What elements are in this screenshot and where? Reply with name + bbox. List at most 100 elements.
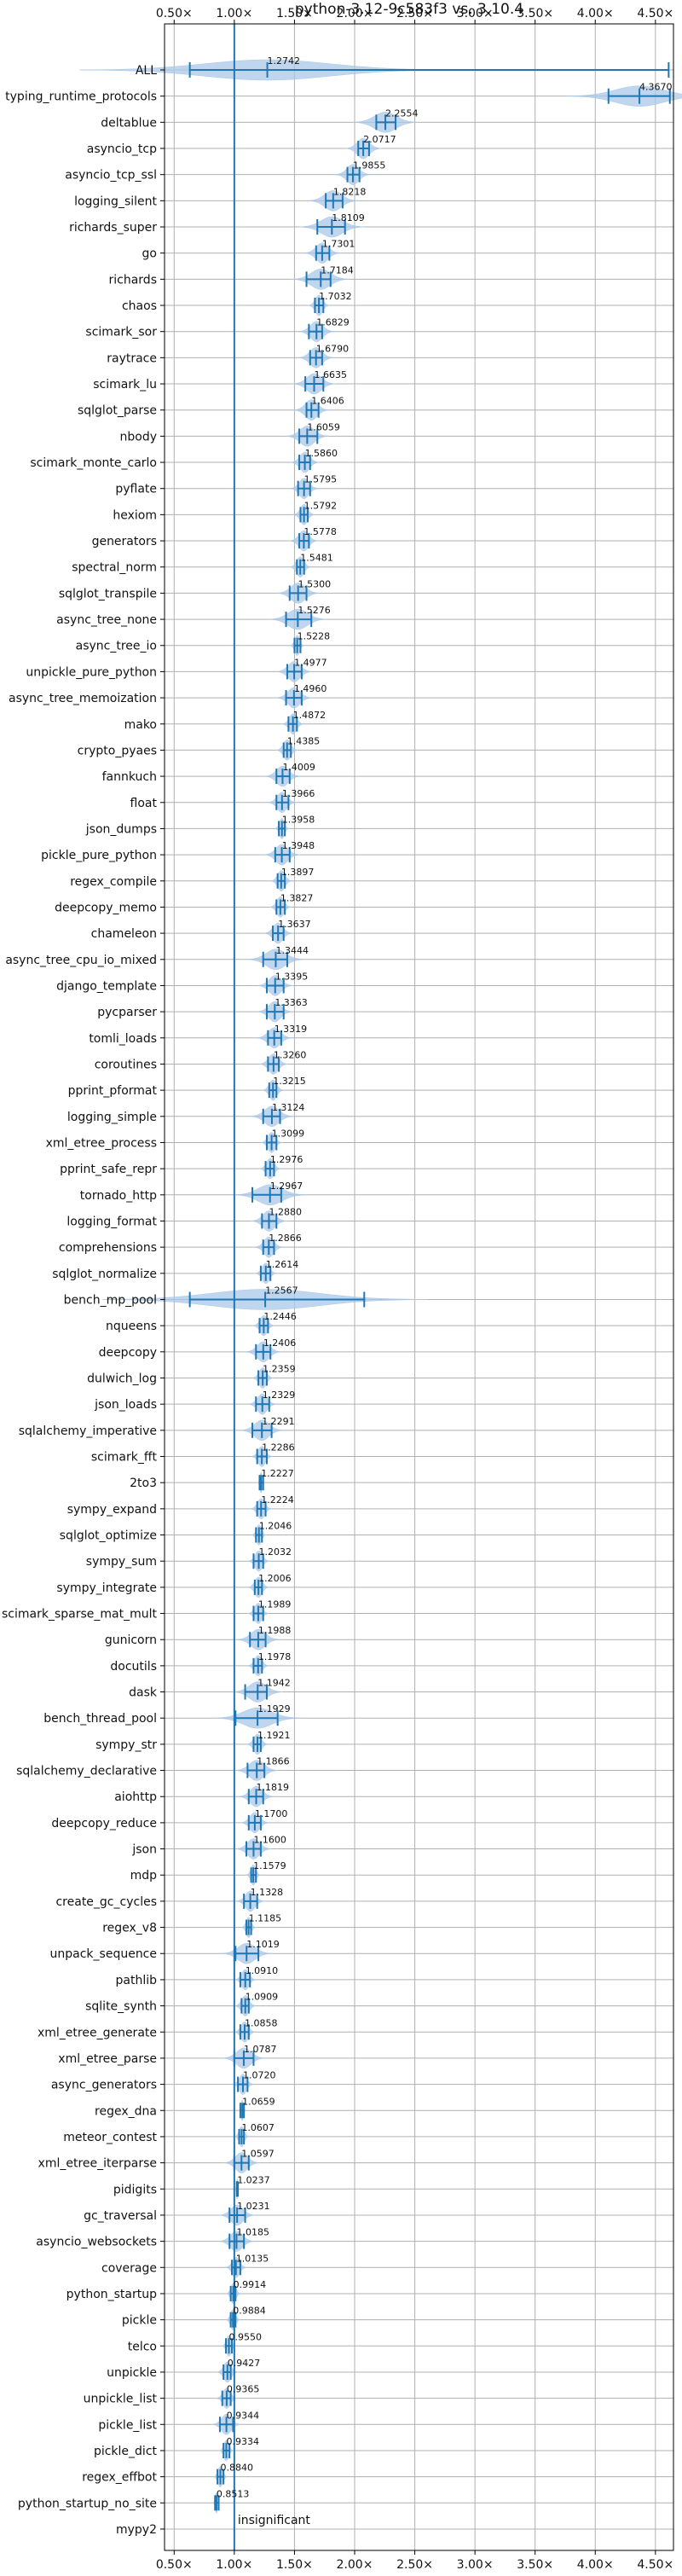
plot-frame xyxy=(164,23,674,2551)
category-label: sqlalchemy_declarative xyxy=(16,1765,157,1778)
value-label: 1.6059 xyxy=(307,421,340,432)
value-label: 1.3948 xyxy=(282,840,315,851)
value-label: 1.2866 xyxy=(269,1233,302,1244)
category-label: hexiom xyxy=(113,508,157,522)
violins xyxy=(79,59,682,2514)
value-label: 1.7301 xyxy=(322,239,355,250)
value-label: 1.2614 xyxy=(266,1259,299,1270)
category-label: sqlite_synth xyxy=(85,2000,157,2014)
category-label: scimark_sparse_mat_mult xyxy=(2,1608,157,1622)
category-label: mako xyxy=(124,718,157,732)
value-label: 1.1600 xyxy=(253,1835,286,1846)
value-label: 1.5276 xyxy=(298,605,331,616)
value-label: 0.9334 xyxy=(226,2436,259,2447)
value-label: 1.2976 xyxy=(270,1154,303,1165)
category-label: sqlglot_parse xyxy=(78,404,157,418)
category-label: async_tree_io xyxy=(76,640,157,653)
category-label: async_generators xyxy=(51,2079,157,2092)
category-label: gc_traversal xyxy=(84,2209,157,2223)
value-label: 1.2006 xyxy=(258,1573,292,1584)
category-label: async_tree_cpu_io_mixed xyxy=(5,954,157,967)
category-labels: ALL typing_runtime_protocols deltablue asyn… xyxy=(2,64,158,2537)
x-tick-label-top: 2.00× xyxy=(337,7,373,20)
category-label: unpickle_pure_python xyxy=(26,665,157,679)
category-label: pprint_pformat xyxy=(68,1084,158,1098)
value-label: 1.1700 xyxy=(255,1808,288,1819)
x-tick-label-bottom: 3.50× xyxy=(517,2558,553,2572)
category-label: deepcopy xyxy=(99,1346,157,1360)
value-label: 1.0597 xyxy=(241,2149,275,2160)
category-label: nqueens xyxy=(106,1320,157,1333)
value-label: 1.2227 xyxy=(261,1468,294,1479)
category-label: fannkuch xyxy=(102,770,157,784)
category-label: sqlglot_optimize xyxy=(60,1529,157,1543)
category-label: json_dumps xyxy=(85,822,157,836)
value-label: 1.9855 xyxy=(353,160,386,171)
value-label: 1.0659 xyxy=(242,2096,275,2107)
x-tick-label-top: 1.50× xyxy=(276,7,313,20)
category-label: go xyxy=(142,247,157,261)
category-label: pickle xyxy=(122,2314,157,2328)
category-label: unpack_sequence xyxy=(50,1947,157,1961)
category-label: richards xyxy=(109,273,158,287)
category-label: tornado_http xyxy=(80,1189,157,1203)
value-label: 1.2046 xyxy=(259,1521,292,1532)
category-label: python_startup xyxy=(66,2288,157,2301)
category-label: spectral_norm xyxy=(72,561,157,575)
value-label: 1.2446 xyxy=(263,1311,297,1322)
value-label: 1.1921 xyxy=(257,1730,291,1741)
category-label: unpickle xyxy=(107,2366,157,2380)
value-label: 1.4960 xyxy=(294,683,327,694)
category-label: typing_runtime_protocols xyxy=(5,90,157,104)
category-label: pickle_dict xyxy=(94,2445,158,2458)
value-label: 1.1988 xyxy=(258,1625,292,1636)
category-label: logging_simple xyxy=(67,1111,157,1124)
value-label: 1.3363 xyxy=(275,997,308,1008)
value-label: 1.0135 xyxy=(236,2253,269,2264)
value-label: 1.1185 xyxy=(249,1913,282,1924)
value-label: 1.0910 xyxy=(246,1965,279,1976)
value-label: 0.9427 xyxy=(228,2358,261,2369)
value-label: 1.3395 xyxy=(275,971,309,982)
value-label: 1.1866 xyxy=(257,1756,290,1767)
category-label: json_loads xyxy=(94,1398,157,1412)
category-label: pycparser xyxy=(97,1006,157,1019)
value-label: 1.3958 xyxy=(282,814,315,825)
x-tick-label-top: 3.00× xyxy=(457,7,494,20)
x-tick-label-top: 0.50× xyxy=(156,7,193,20)
x-tick-label-bottom: 2.50× xyxy=(396,2558,433,2572)
category-label: sqlalchemy_imperative xyxy=(19,1424,157,1438)
category-label: bench_thread_pool xyxy=(43,1712,157,1726)
category-label: scimark_fft xyxy=(91,1451,158,1465)
value-label: 1.0607 xyxy=(241,2122,275,2133)
value-label: 4.3670 xyxy=(639,82,673,93)
value-label: 2.0717 xyxy=(363,134,396,145)
x-tick-label-bottom: 4.50× xyxy=(637,2558,673,2572)
category-label: pickle_pure_python xyxy=(41,849,157,862)
value-label: 1.1579 xyxy=(253,1860,286,1871)
value-label: 1.3099 xyxy=(272,1128,305,1139)
value-label: 2.2554 xyxy=(385,107,419,119)
category-label: asyncio_tcp xyxy=(87,142,157,156)
category-label: sympy_integrate xyxy=(56,1581,157,1595)
value-label: 1.0231 xyxy=(237,2201,270,2212)
value-label: 1.5228 xyxy=(298,631,331,642)
value-labels: 1.2742 4.3670 2.2554 2.0717 1.9855 1.8218 1.81… xyxy=(217,55,673,2499)
value-label: 1.8109 xyxy=(332,212,365,223)
value-label: 0.9365 xyxy=(227,2384,260,2395)
value-label: 1.2567 xyxy=(265,1285,298,1296)
x-tick-label-top: 3.50× xyxy=(517,7,553,20)
category-label: deltablue xyxy=(101,116,157,130)
category-label: sympy_expand xyxy=(67,1503,157,1517)
category-label: crypto_pyaes xyxy=(78,744,157,757)
value-label: 1.4385 xyxy=(287,735,321,746)
value-label: 0.9884 xyxy=(233,2306,266,2317)
category-label: xml_etree_iterparse xyxy=(38,2157,157,2171)
category-label: regex_dna xyxy=(95,2104,157,2118)
value-label: 1.7184 xyxy=(321,264,354,276)
category-label: regex_effbot xyxy=(82,2471,157,2485)
category-label: telco xyxy=(128,2340,157,2353)
value-label: 1.0237 xyxy=(237,2174,270,2185)
category-label: pprint_safe_repr xyxy=(60,1163,157,1176)
value-label: 1.3637 xyxy=(278,919,311,930)
